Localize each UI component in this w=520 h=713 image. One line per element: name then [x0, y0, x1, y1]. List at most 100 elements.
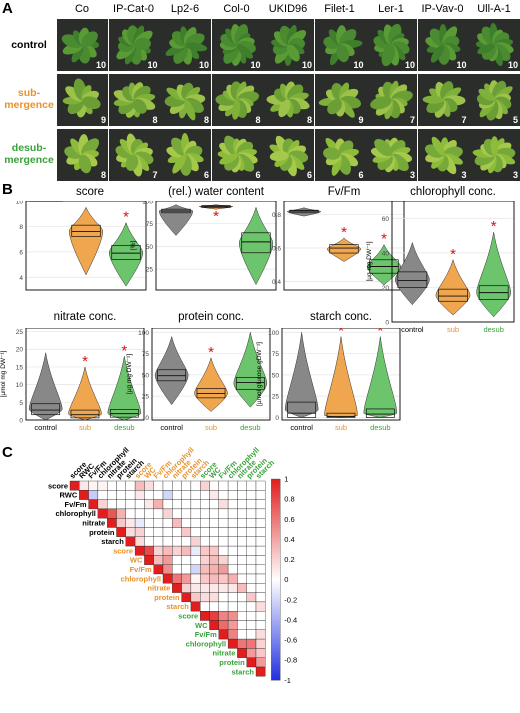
y-tick-label: 75 — [142, 351, 150, 358]
heatmap-cell — [255, 518, 266, 528]
condition-row-label-1: sub- mergence — [4, 87, 54, 111]
heatmap-cell — [116, 499, 126, 510]
boxplot-control — [287, 401, 317, 418]
heatmap-cell — [162, 573, 173, 584]
x-tick-label-desub: desub — [483, 325, 503, 334]
violin-plot-title: (rel.) water content — [168, 186, 264, 198]
heatmap-cell — [134, 490, 145, 500]
heatmap-cell — [116, 508, 126, 519]
heatmap-cell — [190, 518, 201, 528]
heatmap-cell — [237, 499, 247, 510]
heatmap-cell — [227, 527, 238, 537]
replicate-count: 10 — [456, 60, 467, 70]
violin-plot-3: 0 20 40 60 [µg mg DW⁻¹] control * sub * desub — [366, 201, 515, 334]
y-tick-label: 10 — [16, 201, 24, 206]
heatmap-cell — [255, 583, 266, 593]
heatmap-cell — [162, 508, 173, 519]
boxplot-sub — [71, 224, 101, 237]
significance-star: * — [341, 224, 347, 241]
heatmap-cell — [246, 657, 257, 668]
heatmap-cell — [218, 508, 229, 519]
heatmap-cell — [227, 518, 238, 528]
panel-c-correlation-heatmap: scorescoreRWCRWCFv/FmFv/Fmchlorophyllchl… — [48, 445, 297, 684]
replicate-count: 6 — [306, 170, 312, 180]
significance-star: * — [381, 231, 387, 248]
heatmap-cell — [162, 518, 173, 528]
y-tick-label: 75 — [272, 351, 280, 358]
heatmap-cell — [209, 601, 219, 612]
heatmap-cell — [190, 508, 201, 519]
heatmap-cell — [144, 545, 154, 556]
heatmap-cell — [125, 480, 136, 491]
heatmap-cell — [125, 527, 136, 537]
significance-star: * — [253, 201, 259, 210]
heatmap-cell — [255, 536, 266, 547]
heatmap-cell — [88, 490, 99, 500]
heatmap-cell — [153, 527, 164, 537]
row-label: WC — [130, 556, 143, 565]
y-tick-label: 50 — [146, 244, 154, 251]
heatmap-cell — [209, 527, 219, 537]
row-label: protein — [89, 528, 115, 537]
y-tick-label: 100 — [268, 330, 279, 337]
heatmap-cell — [190, 601, 201, 612]
replicate-count: 10 — [507, 60, 518, 70]
heatmap-cell — [79, 480, 89, 491]
heatmap-cell — [172, 499, 182, 510]
replicate-count: 6 — [255, 170, 261, 180]
heatmap-cell — [218, 601, 229, 612]
replicate-count: 10 — [250, 60, 261, 70]
boxplot-sub — [329, 244, 359, 254]
violin-control — [395, 241, 430, 306]
replicate-count: 8 — [100, 170, 106, 180]
heatmap-cell — [237, 620, 247, 630]
violin-desub — [363, 336, 398, 418]
heatmap-cell — [237, 518, 247, 528]
heatmap-cell — [153, 508, 164, 519]
heatmap-cell — [200, 518, 210, 528]
heatmap-cell — [237, 527, 247, 537]
heatmap-cell — [227, 592, 238, 603]
y-tick-label: 25 — [142, 394, 150, 401]
plant-photo: 10 — [108, 19, 160, 71]
violin-plot-4: 0 5 10 15 20 25 [µmol mg DW⁻¹] control * sub * desu… — [0, 328, 145, 432]
heatmap-cell — [255, 573, 266, 584]
heatmap-cell — [218, 527, 229, 537]
heatmap-cell — [172, 583, 182, 593]
plot-frame — [391, 201, 515, 323]
heatmap-cell — [134, 545, 145, 556]
heatmap-cell — [218, 620, 229, 630]
plant-photo: 3 — [469, 129, 520, 181]
y-tick-label: 15 — [16, 364, 24, 371]
heatmap-cell — [172, 564, 182, 575]
boxplot-sub — [438, 288, 468, 302]
violin-control — [28, 352, 63, 421]
heatmap-cell — [209, 480, 219, 491]
heatmap-cell — [209, 555, 219, 565]
heatmap-cell — [181, 545, 192, 556]
heatmap-cell — [181, 592, 192, 603]
heatmap-cell — [255, 564, 266, 575]
heatmap-cell — [246, 564, 257, 575]
violin-desub — [107, 356, 142, 421]
row-label: chlorophyll — [55, 509, 95, 518]
violin-desub — [233, 332, 268, 408]
plant-photo: 6 — [263, 129, 314, 181]
plot-frame — [281, 328, 401, 421]
heatmap-cell — [255, 611, 266, 621]
heatmap-cell — [255, 601, 266, 612]
heatmap-cell — [246, 480, 257, 491]
y-tick-label: 20 — [382, 285, 390, 292]
heatmap-cell — [227, 555, 238, 565]
heatmap-cell — [172, 573, 182, 584]
x-tick-label-control: control — [401, 325, 424, 334]
heatmap-cell — [97, 490, 108, 500]
plant-photo: 6 — [211, 129, 263, 181]
heatmap-cell — [181, 490, 192, 500]
x-tick-label-control: control — [160, 423, 183, 432]
heatmap-cell — [218, 555, 229, 565]
row-label: protein — [154, 593, 180, 602]
heatmap-cell — [237, 480, 247, 491]
heatmap-cell — [97, 508, 108, 519]
accession-label-ip-cat-0: IP-Cat-0 — [113, 3, 154, 15]
